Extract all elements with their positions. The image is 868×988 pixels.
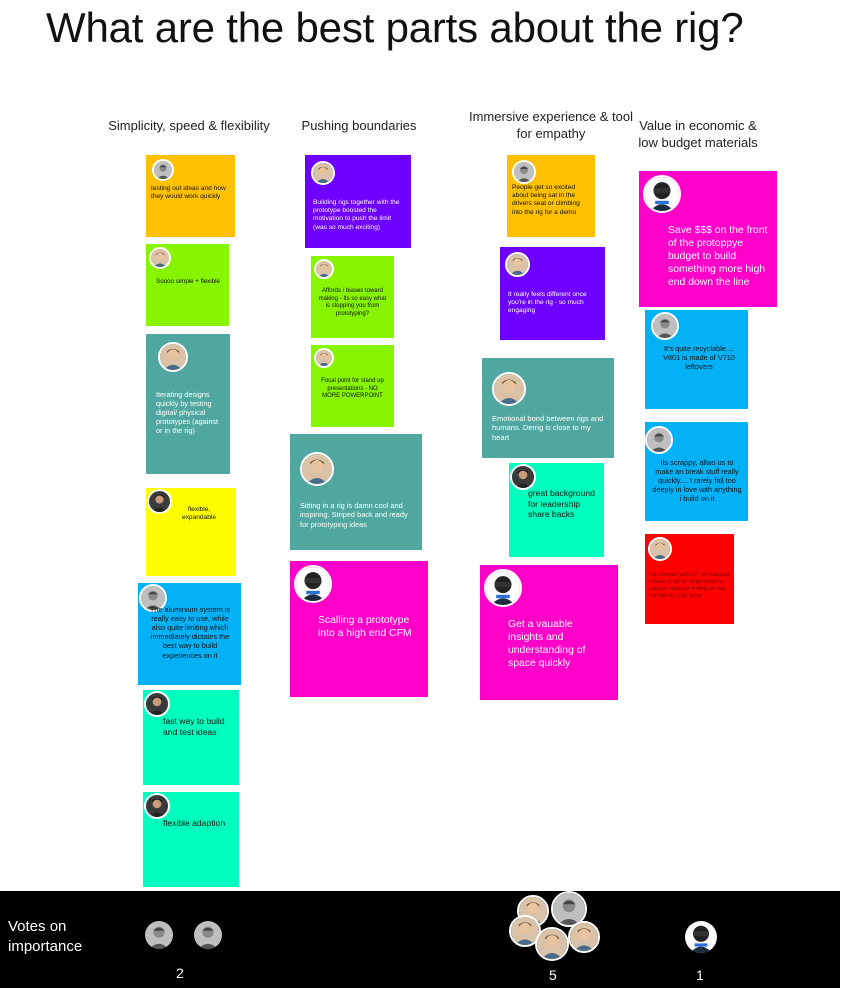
sticky-note[interactable]: Get a vauable insights and understanding… (480, 565, 618, 700)
sticky-note[interactable]: Iterating designs quickly by testing dig… (146, 334, 230, 474)
vote-count: 2 (176, 965, 184, 981)
voter-avatar[interactable] (568, 921, 600, 953)
avatar (651, 312, 679, 340)
sticky-note[interactable]: Focal point for stand up presentations -… (311, 345, 394, 427)
sticky-note[interactable]: It really feels different once you're in… (500, 247, 605, 340)
avatar (152, 159, 174, 181)
sticky-note[interactable]: fast way to build and test ideas (143, 690, 239, 785)
sticky-note[interactable]: Its scrappy, allws us to make an break s… (645, 422, 748, 521)
sticky-note[interactable]: The aluminium system is really easy to u… (138, 583, 241, 685)
sticky-note-text: Its scrappy, allws us to make an break s… (652, 458, 742, 504)
avatar (314, 348, 334, 368)
sticky-note-text: It's quite recyclable.... V801 is made o… (663, 344, 735, 372)
sticky-note[interactable]: Sitting in a rig is damn cool and inspir… (290, 434, 422, 550)
sticky-note[interactable]: Soooo simple + flexible (146, 244, 229, 326)
avatar (643, 175, 681, 213)
avatar (505, 252, 530, 277)
sticky-note[interactable]: testing out ideas and how they would wor… (146, 155, 235, 237)
sticky-note[interactable]: Scalling a prototype into a high end CFM (290, 561, 428, 697)
sticky-note[interactable]: People get so excited about being sat in… (507, 155, 595, 237)
avatar (510, 464, 536, 490)
sticky-note-text: fast way to build and test ideas (163, 716, 225, 737)
avatar (311, 161, 335, 185)
voter-avatar[interactable] (143, 919, 175, 951)
sticky-note-text: It really feels different once you're in… (508, 291, 587, 315)
page-title: What are the best parts about the rig? (46, 4, 744, 51)
sticky-note-text: Scalling a prototype into a high end CFM (318, 615, 412, 639)
avatar (300, 452, 334, 486)
avatar (484, 569, 522, 607)
votes-label: Votes on importance (8, 918, 83, 955)
sticky-note[interactable]: Building rigs together with the prototyp… (305, 155, 411, 248)
column-header-simplicity: Simplicity, speed & flexibility (108, 118, 270, 133)
sticky-note-text: flexible, expandable (181, 506, 217, 522)
sticky-note[interactable]: first contact with VIT we had and proved… (645, 534, 734, 624)
voter-avatar[interactable] (535, 927, 569, 961)
avatar (314, 259, 334, 279)
avatar (648, 537, 672, 561)
avatar (294, 565, 332, 603)
sticky-note-text: first contact with VIT we had and proved… (649, 572, 730, 599)
sticky-note-text: Sitting in a rig is damn cool and inspir… (300, 501, 408, 529)
sticky-note[interactable]: flexible adaption (143, 792, 239, 887)
sticky-note-text: Save $$$ on the front of the protoppye b… (668, 225, 768, 288)
sticky-note-text: testing out ideas and how they would wor… (151, 185, 226, 201)
avatar (147, 489, 172, 514)
sticky-note-text: flexible adaption (163, 818, 226, 828)
sticky-note-text: great background for leadership share ba… (528, 488, 595, 520)
sticky-note-text: Affords / biases toward making - Its so … (318, 288, 387, 317)
sticky-note[interactable]: It's quite recyclable.... V801 is made o… (645, 310, 748, 409)
column-header-immersive: Immersive experience & tool for empathy (468, 109, 633, 141)
sticky-note-text: The aluminium system is really easy to u… (149, 605, 231, 660)
sticky-note-text: Get a vauable insights and understanding… (508, 619, 586, 669)
votes-bar: Votes on importance 2 5 1 (0, 891, 840, 988)
vote-count: 5 (549, 967, 557, 983)
sticky-note-text: Building rigs together with the prototyp… (313, 199, 400, 231)
avatar (139, 584, 167, 612)
voter-avatar[interactable] (683, 919, 719, 955)
sticky-note-text: People get so excited about being sat in… (512, 184, 580, 216)
avatar (645, 426, 673, 454)
avatar (149, 247, 171, 269)
sticky-note-text: Iterating designs quickly by testing dig… (156, 390, 219, 436)
column-header-value: Value in economic & low budget materials (638, 118, 758, 150)
sticky-note[interactable]: Affords / biases toward making - Its so … (311, 256, 394, 338)
sticky-note-text: Focal point for stand up presentations -… (321, 378, 384, 399)
voter-avatar[interactable] (192, 919, 224, 951)
avatar (492, 372, 526, 406)
sticky-note-text: Emotional bond between rigs and humans. … (492, 414, 604, 442)
sticky-note[interactable]: Emotional bond between rigs and humans. … (482, 358, 614, 458)
sticky-note[interactable]: flexible, expandable (146, 488, 236, 576)
sticky-note[interactable]: Save $$$ on the front of the protoppye b… (639, 171, 777, 307)
sticky-note[interactable]: great background for leadership share ba… (509, 463, 604, 557)
avatar (512, 160, 536, 184)
sticky-note-text: Soooo simple + flexible (156, 278, 220, 285)
vote-count: 1 (696, 967, 704, 983)
column-header-pushing-boundaries: Pushing boundaries (301, 118, 417, 133)
avatar (144, 691, 170, 717)
avatar (158, 342, 188, 372)
voter-avatar[interactable] (551, 891, 587, 927)
avatar (144, 793, 170, 819)
